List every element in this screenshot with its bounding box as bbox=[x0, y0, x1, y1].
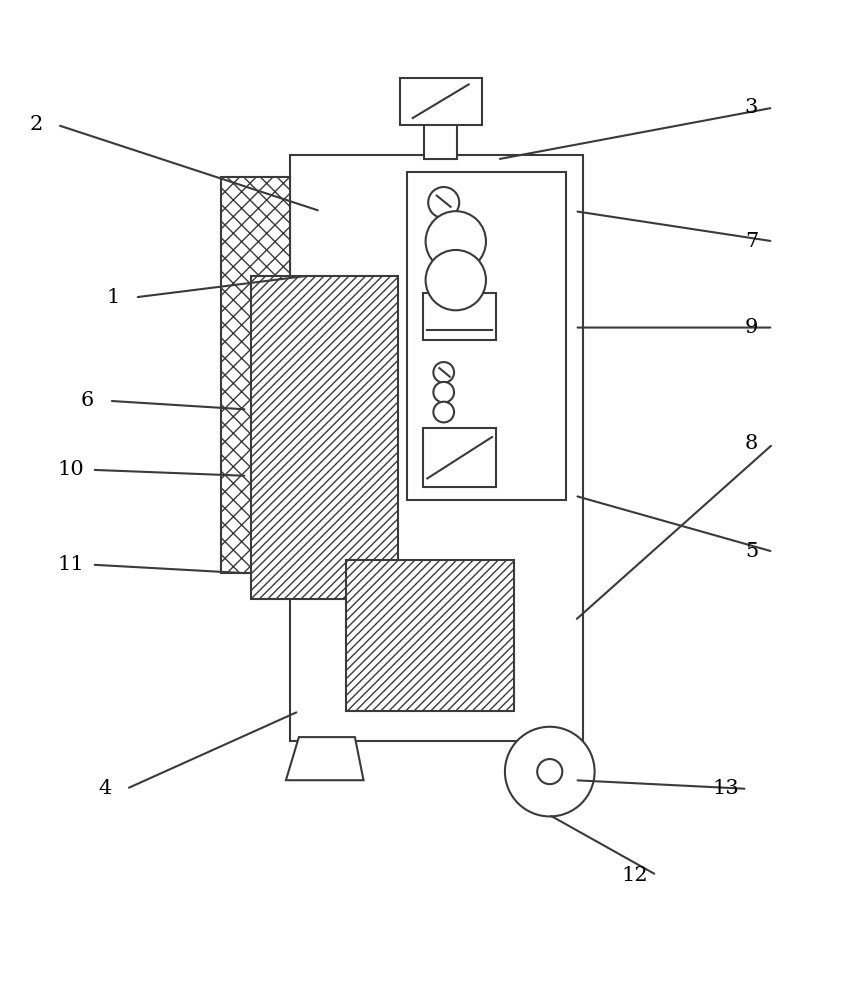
Text: 1: 1 bbox=[106, 288, 120, 307]
Bar bbox=[252, 276, 398, 599]
Bar bbox=[423, 293, 497, 340]
Bar bbox=[291, 155, 583, 741]
Circle shape bbox=[505, 727, 594, 816]
Circle shape bbox=[433, 402, 454, 422]
Text: 11: 11 bbox=[57, 555, 84, 574]
Text: 8: 8 bbox=[745, 434, 758, 453]
Text: 9: 9 bbox=[745, 318, 759, 337]
Text: 6: 6 bbox=[81, 391, 94, 410]
Bar bbox=[346, 560, 515, 711]
Bar bbox=[424, 103, 457, 159]
Circle shape bbox=[537, 759, 562, 784]
Text: 13: 13 bbox=[712, 779, 739, 798]
Circle shape bbox=[428, 187, 459, 218]
Circle shape bbox=[433, 382, 454, 403]
Text: 7: 7 bbox=[745, 232, 758, 251]
Circle shape bbox=[426, 250, 486, 310]
Bar bbox=[423, 428, 497, 487]
Text: 5: 5 bbox=[745, 542, 758, 561]
Bar bbox=[407, 172, 567, 500]
Bar bbox=[221, 177, 291, 573]
Text: 4: 4 bbox=[99, 779, 112, 798]
Text: 3: 3 bbox=[745, 98, 759, 117]
Text: 12: 12 bbox=[622, 866, 649, 885]
Bar bbox=[400, 78, 482, 125]
Text: 2: 2 bbox=[29, 115, 42, 134]
Circle shape bbox=[426, 211, 486, 272]
Polygon shape bbox=[286, 737, 363, 780]
Circle shape bbox=[433, 362, 454, 383]
Text: 10: 10 bbox=[57, 460, 84, 479]
